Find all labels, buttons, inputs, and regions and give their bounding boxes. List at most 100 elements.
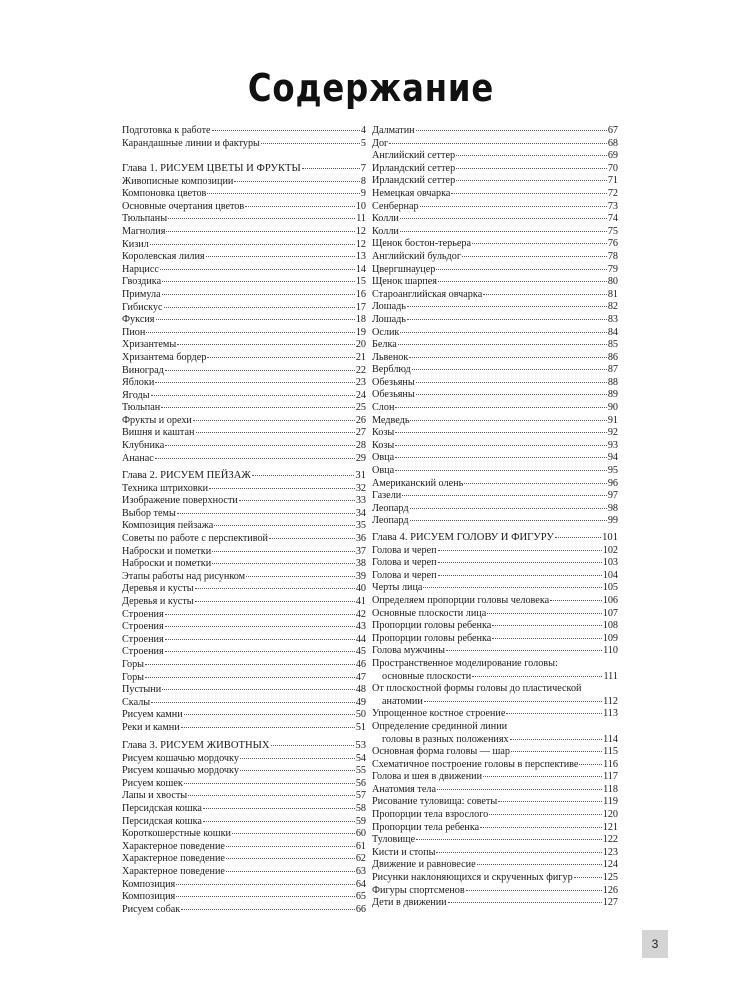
dot-leader bbox=[437, 562, 602, 564]
toc-entry-page: 15 bbox=[355, 276, 366, 288]
toc-entry-title: Староанглийская овчарка bbox=[372, 288, 483, 300]
toc-entry: Туловище 122 bbox=[372, 834, 618, 847]
toc-entry-page: 89 bbox=[607, 389, 618, 401]
toc-entry-title: Изображение поверхности bbox=[122, 495, 238, 507]
toc-entry: Американский олень 96 bbox=[372, 478, 618, 491]
toc-entry-title: Основные плоскости лица bbox=[372, 607, 487, 619]
toc-entry-page: 11 bbox=[356, 213, 366, 225]
dot-leader bbox=[437, 574, 602, 576]
toc-entry-title: Композиция bbox=[122, 878, 176, 890]
toc-entry-page: 50 bbox=[355, 709, 366, 721]
toc-entry-title: Хризантемы bbox=[122, 339, 177, 351]
toc-section-chapter-3: Глава 3. РИСУЕМ ЖИВОТНЫХ 53 Рисуем кошачью… bbox=[122, 740, 366, 916]
toc-entry: Анатомия тела 118 bbox=[372, 784, 618, 797]
toc-entry-title: Голова и череп bbox=[372, 569, 437, 581]
toc-entry-page: 60 bbox=[355, 828, 366, 840]
toc-entry-page: 82 bbox=[607, 301, 618, 313]
dot-leader bbox=[181, 908, 355, 910]
toc-entry-title: Магнолия bbox=[122, 225, 166, 237]
toc-entry: Гибискус 17 bbox=[122, 302, 366, 315]
toc-entry-page: 122 bbox=[602, 834, 618, 846]
dot-leader bbox=[397, 344, 607, 346]
toc-entry: Гвоздика 15 bbox=[122, 276, 366, 289]
toc-entry: Обезьяны 88 bbox=[372, 377, 618, 390]
toc-entry-title: Королевская лилия bbox=[122, 251, 205, 263]
toc-entry: Примула 16 bbox=[122, 289, 366, 302]
toc-entry-title: Тюльпаны bbox=[122, 213, 168, 225]
dot-leader bbox=[162, 689, 355, 691]
toc-entry-title: Упрощенное костное строение bbox=[372, 708, 506, 720]
dot-leader bbox=[239, 770, 355, 772]
dot-leader bbox=[400, 331, 607, 333]
toc-entry-page: 5 bbox=[360, 137, 366, 149]
toc-entry-title: Ослик bbox=[372, 326, 400, 338]
toc-entry-title-cont: основные плоскости bbox=[382, 670, 472, 682]
toc-entry: Персидская кошка 58 bbox=[122, 803, 366, 816]
toc-entry-title: Примула bbox=[122, 288, 161, 300]
toc-entry-page: 126 bbox=[602, 884, 618, 896]
toc-entry-page: 66 bbox=[355, 903, 366, 915]
dot-leader bbox=[415, 130, 607, 131]
dot-leader bbox=[166, 230, 355, 232]
toc-entry: Наброски и пометки 37 bbox=[122, 546, 366, 559]
toc-entry: Газели 97 bbox=[372, 490, 618, 503]
toc-entry-title: Рисуем камни bbox=[122, 709, 183, 721]
toc-entry: Пион 19 bbox=[122, 327, 366, 340]
dot-leader bbox=[464, 482, 607, 484]
toc-entry: Подготовка к работе 4 bbox=[122, 125, 366, 138]
toc-entry-page: 80 bbox=[607, 276, 618, 288]
toc-entry: Пространственное моделирование головы: bbox=[372, 658, 618, 671]
toc-entry-title: Движение и равновесие bbox=[372, 859, 476, 871]
toc-entry-title: Туловище bbox=[372, 834, 416, 846]
toc-entry: Яблоки 23 bbox=[122, 377, 366, 390]
dot-leader bbox=[409, 520, 607, 522]
toc-entry-title: Цвергшнауцер bbox=[372, 263, 436, 275]
dot-leader bbox=[225, 870, 355, 872]
toc-entry-title: Фигуры спортсменов bbox=[372, 884, 465, 896]
toc-entry: Ирландский сеттер 70 bbox=[372, 163, 618, 176]
toc-entry-title: Композиция пейзажа bbox=[122, 520, 214, 532]
toc-entry-page: 88 bbox=[607, 376, 618, 388]
dot-leader bbox=[554, 537, 602, 538]
toc-chapter-heading: Глава 3. РИСУЕМ ЖИВОТНЫХ 53 bbox=[122, 740, 366, 753]
toc-entry-title: Голова и шея в движении bbox=[372, 771, 483, 783]
toc-entry: Лошадь 83 bbox=[372, 314, 618, 327]
dot-leader bbox=[161, 293, 355, 295]
toc-entry-title: Реки и камни bbox=[122, 721, 180, 733]
toc-entry-title: Пустыни bbox=[122, 684, 162, 696]
dot-leader bbox=[211, 130, 360, 131]
toc-entry-page: 63 bbox=[355, 865, 366, 877]
dot-leader bbox=[483, 776, 603, 778]
toc-entry: Овца 95 bbox=[372, 465, 618, 478]
toc-entry-title: Английский бульдог bbox=[372, 250, 462, 262]
dot-leader bbox=[209, 487, 355, 489]
toc-entry-page: 55 bbox=[355, 765, 366, 777]
toc-entry: Овца 94 bbox=[372, 452, 618, 465]
toc-entry: Рисуем собак 66 bbox=[122, 904, 366, 917]
page-number: 3 bbox=[642, 930, 668, 958]
toc-entry-page: 87 bbox=[607, 364, 618, 376]
toc-entry-title: Техника штриховки bbox=[122, 482, 209, 494]
toc-section-chapter-2: Глава 2. РИСУЕМ ПЕЙЗАЖ 31 Техника штриховк… bbox=[122, 470, 366, 734]
toc-entry-title: Фуксия bbox=[122, 314, 155, 326]
dot-leader bbox=[465, 889, 602, 891]
dot-leader bbox=[164, 369, 355, 371]
dot-leader bbox=[192, 419, 355, 421]
dot-leader bbox=[437, 549, 602, 551]
toc-entry-title: Английский сеттер bbox=[372, 150, 456, 162]
toc-entry: Строения 45 bbox=[122, 646, 366, 659]
toc-entry: Ирландский сеттер 71 bbox=[372, 175, 618, 188]
toc-entry-page: 107 bbox=[602, 607, 618, 619]
toc-entry: Козы 93 bbox=[372, 440, 618, 453]
dot-leader bbox=[246, 575, 355, 577]
dot-leader bbox=[146, 331, 355, 333]
toc-entry-page: 109 bbox=[602, 632, 618, 644]
toc-entry: Фуксия 18 bbox=[122, 314, 366, 327]
toc-entry-page: 116 bbox=[603, 758, 618, 770]
dot-leader bbox=[214, 525, 355, 527]
toc-entry-page: 70 bbox=[607, 162, 618, 174]
dot-leader bbox=[399, 218, 607, 220]
toc-entry-title: Козы bbox=[372, 439, 395, 451]
dot-leader bbox=[195, 432, 355, 434]
dot-leader bbox=[550, 599, 602, 601]
